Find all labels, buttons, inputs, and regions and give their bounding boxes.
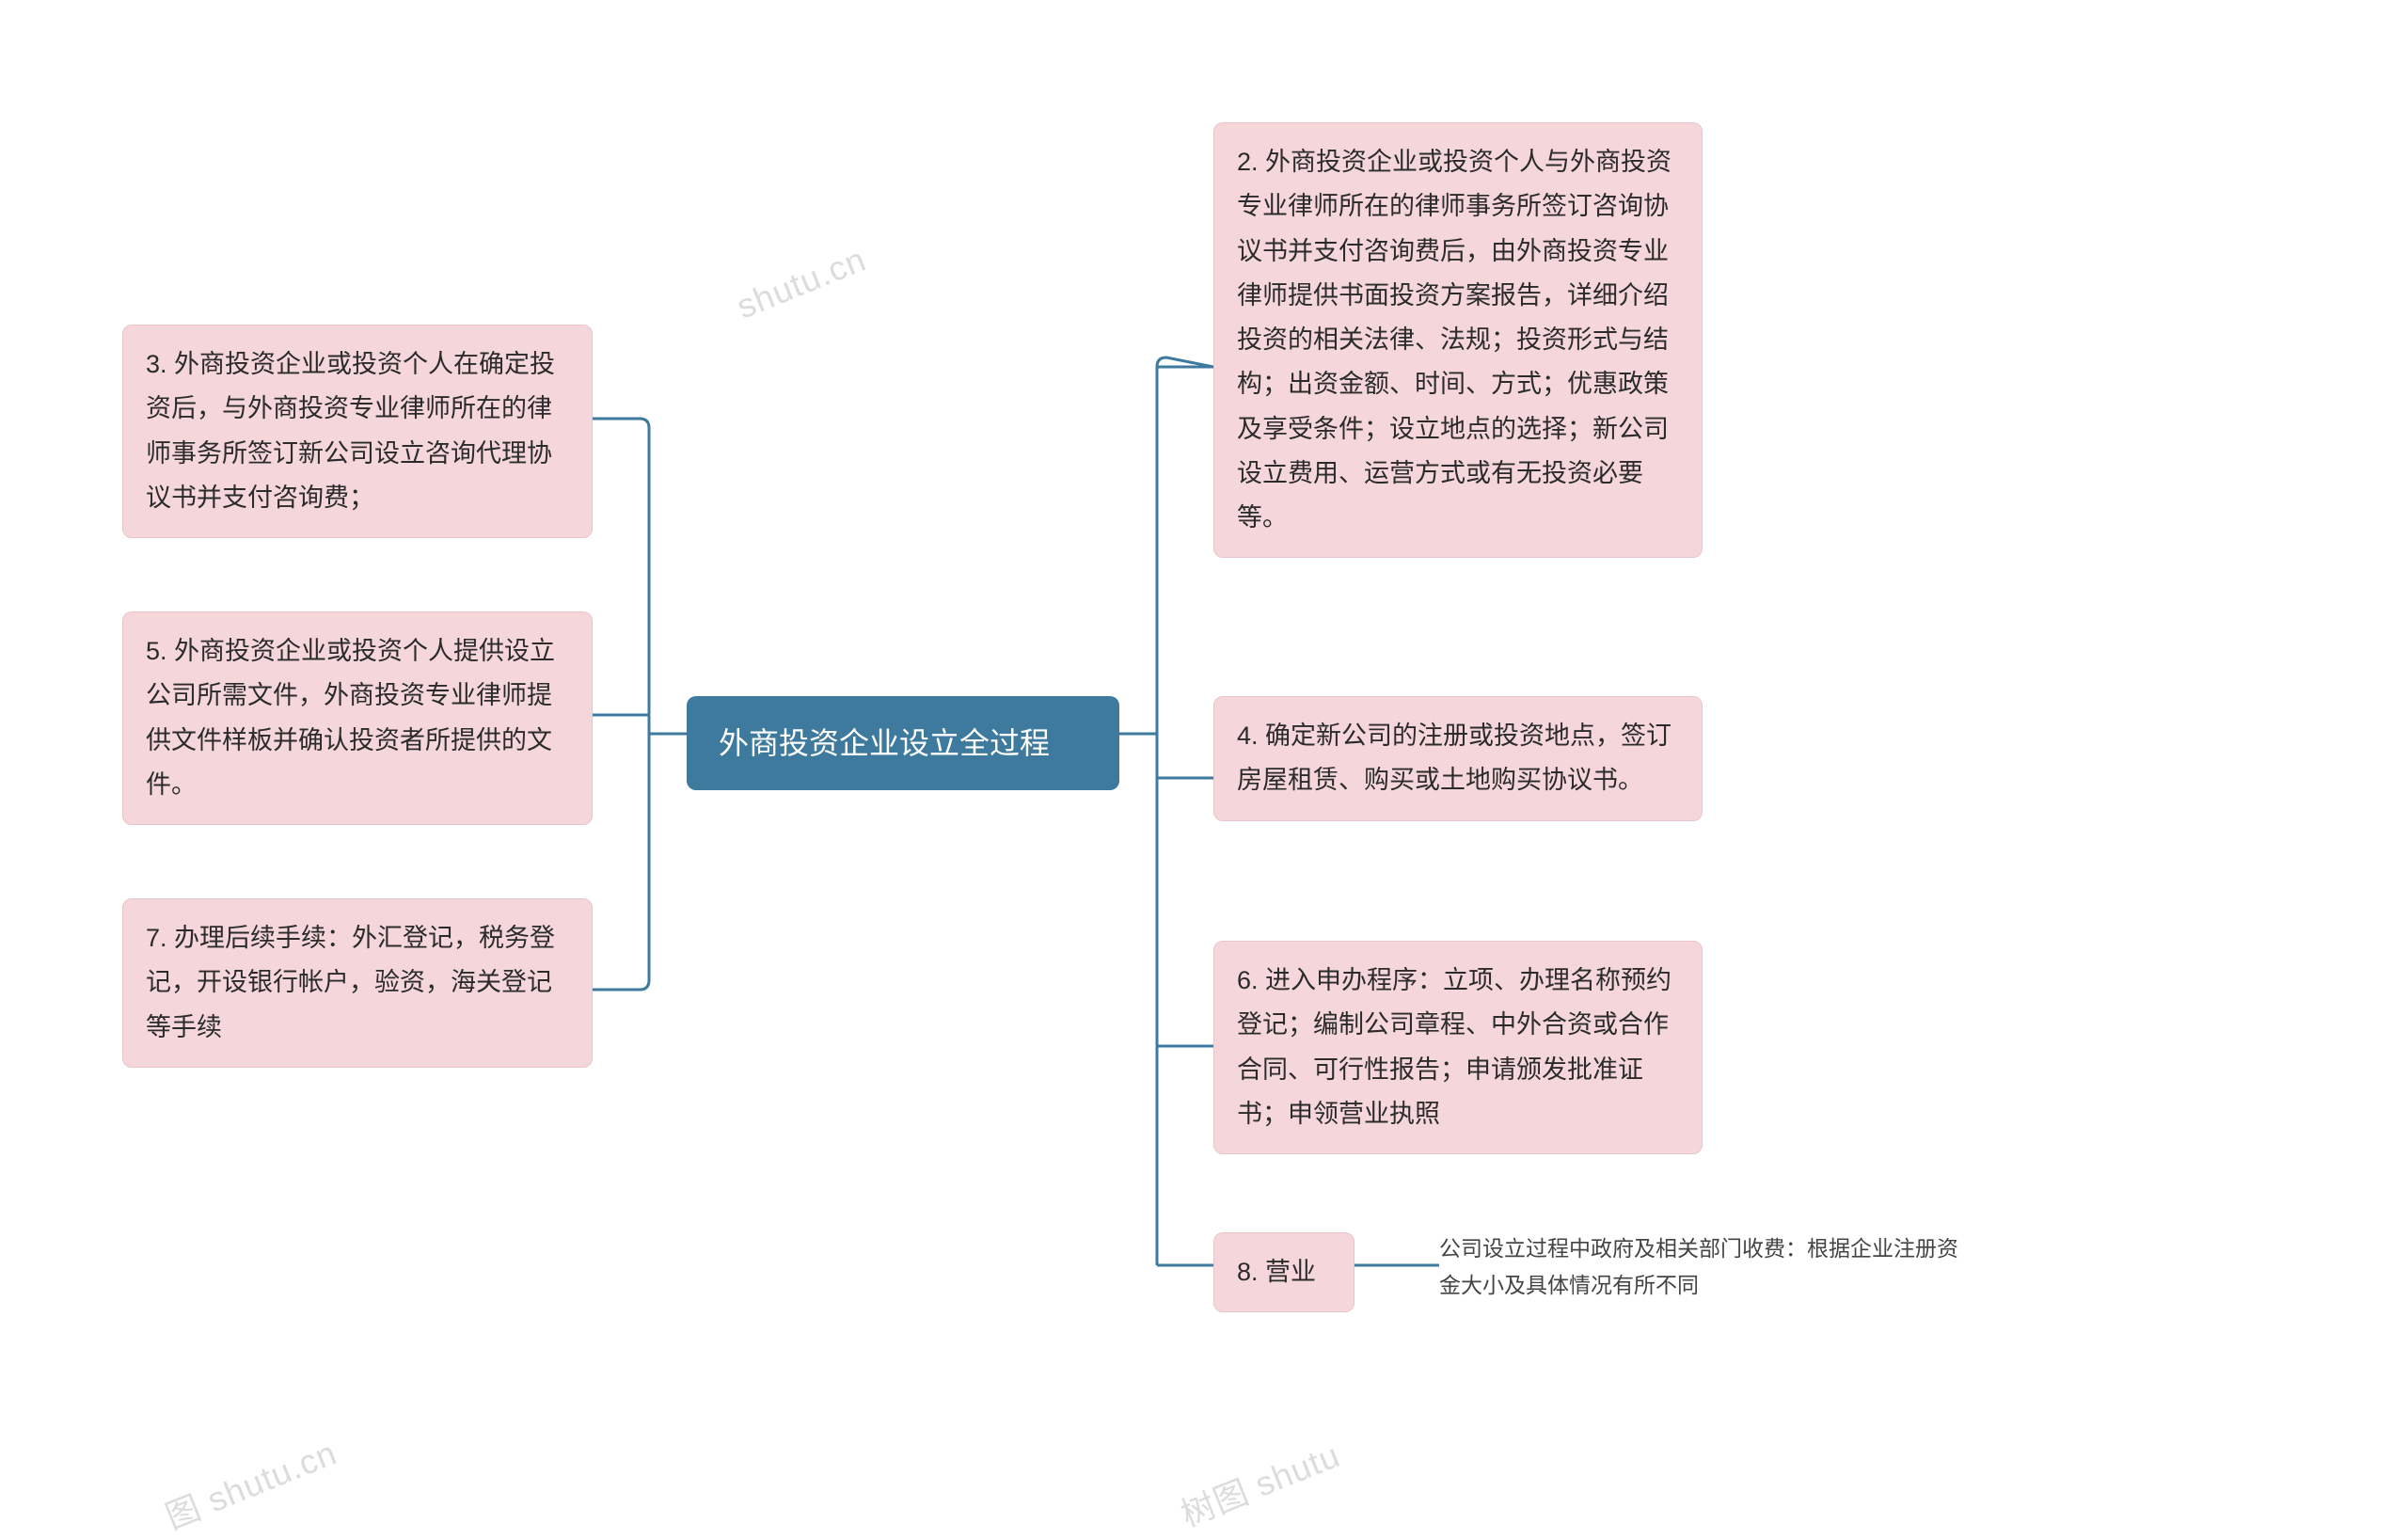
node-step-5: 5. 外商投资企业或投资个人提供设立公司所需文件，外商投资专业律师提供文件样板并… (122, 611, 593, 825)
node-step-8: 8. 营业 (1213, 1232, 1354, 1312)
node-text: 公司设立过程中政府及相关部门收费：根据企业注册资金大小及具体情况有所不同 (1439, 1236, 1958, 1297)
watermark: 图 shutu.cn (157, 1426, 343, 1539)
node-step-8-detail: 公司设立过程中政府及相关部门收费：根据企业注册资金大小及具体情况有所不同 (1439, 1230, 1966, 1304)
node-text: 5. 外商投资企业或投资个人提供设立公司所需文件，外商投资专业律师提供文件样板并… (146, 637, 555, 799)
node-step-4: 4. 确定新公司的注册或投资地点，签订房屋租赁、购买或土地购买协议书。 (1213, 696, 1703, 821)
watermark: shutu.cn (731, 240, 871, 327)
watermark: 树图 shutu (1173, 1429, 1347, 1537)
node-step-6: 6. 进入申办程序：立项、办理名称预约登记；编制公司章程、中外合资或合作合同、可… (1213, 941, 1703, 1154)
node-step-2: 2. 外商投资企业或投资个人与外商投资专业律师所在的律师事务所签订咨询协议书并支… (1213, 122, 1703, 558)
node-text: 2. 外商投资企业或投资个人与外商投资专业律师所在的律师事务所签订咨询协议书并支… (1237, 148, 1671, 532)
node-step-3: 3. 外商投资企业或投资个人在确定投资后，与外商投资专业律师所在的律师事务所签订… (122, 325, 593, 538)
node-text: 4. 确定新公司的注册或投资地点，签订房屋租赁、购买或土地购买协议书。 (1237, 722, 1671, 794)
center-node-text: 外商投资企业设立全过程 (719, 726, 1050, 760)
node-text: 7. 办理后续手续：外汇登记，税务登记，开设银行帐户，验资，海关登记等手续 (146, 924, 555, 1041)
node-text: 3. 外商投资企业或投资个人在确定投资后，与外商投资专业律师所在的律师事务所签订… (146, 350, 555, 512)
mindmap-canvas: 树图 shutu.cn 树图 shutu.cn 树图 shutu.cn 图 sh… (0, 0, 2408, 1509)
node-text: 6. 进入申办程序：立项、办理名称预约登记；编制公司章程、中外合资或合作合同、可… (1237, 966, 1671, 1128)
node-text: 8. 营业 (1237, 1258, 1316, 1286)
node-step-7: 7. 办理后续手续：外汇登记，税务登记，开设银行帐户，验资，海关登记等手续 (122, 898, 593, 1068)
center-node: 外商投资企业设立全过程 (687, 696, 1119, 790)
